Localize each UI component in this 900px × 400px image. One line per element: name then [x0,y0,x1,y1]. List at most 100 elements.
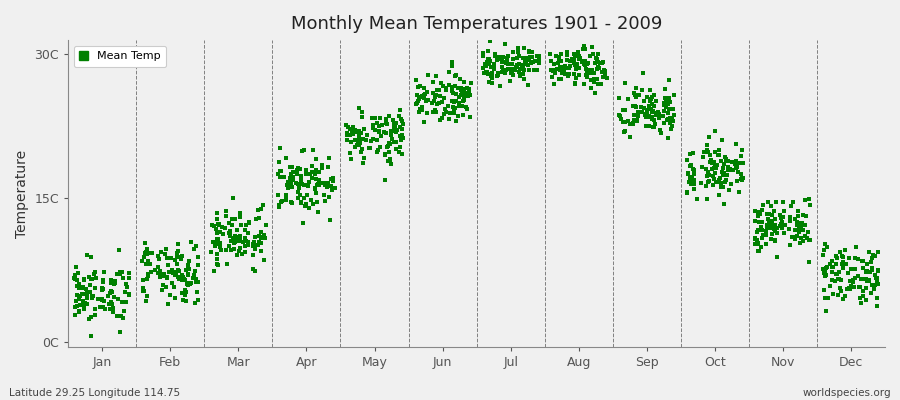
Point [248,234,263,240]
Point [384,136,399,142]
Point [628,92,643,98]
Point [72,281,86,287]
Point [452,100,466,106]
Point [387,128,401,134]
Point [703,159,717,165]
Point [729,158,743,165]
Point [828,277,842,284]
Point [751,248,765,254]
Point [823,283,837,290]
Point [207,268,221,274]
Point [302,170,317,177]
Point [706,173,721,180]
Point [684,181,698,187]
Point [680,169,695,176]
Point [698,166,713,173]
Point [221,220,236,226]
Point [482,60,497,66]
Point [487,61,501,67]
Point [700,149,715,155]
Point [155,286,169,293]
Point [578,46,592,52]
Point [229,236,243,242]
Point [798,233,813,239]
Point [378,151,392,157]
Point [415,104,429,110]
Point [151,253,166,259]
Point [598,68,612,75]
Point [284,200,299,206]
Point [356,136,370,142]
Point [764,202,778,209]
Point [218,224,232,231]
Point [363,145,377,152]
Point [584,77,598,84]
Point [527,57,542,64]
Point [448,83,463,89]
Point [594,81,608,87]
Point [352,141,366,148]
Point [241,242,256,248]
Point [372,129,386,135]
Point [861,278,876,285]
Point [464,92,478,98]
Point [561,72,575,79]
Point [254,235,268,241]
Point [281,180,295,187]
Point [238,222,253,229]
Point [100,293,114,299]
Point [797,196,812,203]
Point [233,245,248,252]
Point [714,182,728,188]
Point [85,294,99,301]
Point [305,175,320,181]
Point [789,222,804,228]
Point [585,69,599,76]
Point [583,70,598,76]
Point [309,167,323,173]
Point [711,152,725,158]
Point [730,164,744,170]
Point [710,179,724,185]
Point [765,230,779,237]
Point [817,268,832,274]
Point [511,53,526,60]
Point [662,106,676,112]
Point [382,149,397,156]
Point [349,142,364,149]
Point [279,192,293,198]
Point [555,64,570,71]
Point [140,250,155,256]
Point [849,244,863,250]
Point [775,225,789,232]
Point [271,192,285,198]
Point [418,98,433,104]
Point [211,262,225,268]
Point [259,222,274,228]
Point [773,212,788,218]
Point [295,181,310,188]
Point [68,264,83,270]
Point [431,87,446,93]
Point [566,60,580,66]
Point [750,229,764,235]
Point [179,289,194,295]
Point [141,258,156,264]
Point [794,235,808,242]
Point [631,113,645,119]
Point [582,53,597,60]
Point [748,241,762,247]
Point [552,56,566,62]
Point [456,79,471,85]
Point [86,270,101,277]
Point [445,98,459,105]
Point [838,247,852,254]
Point [823,261,837,267]
Point [595,69,609,75]
Point [386,116,400,123]
Point [700,169,715,176]
Point [559,64,573,71]
Point [293,198,308,205]
Point [178,292,193,298]
Point [150,270,165,276]
